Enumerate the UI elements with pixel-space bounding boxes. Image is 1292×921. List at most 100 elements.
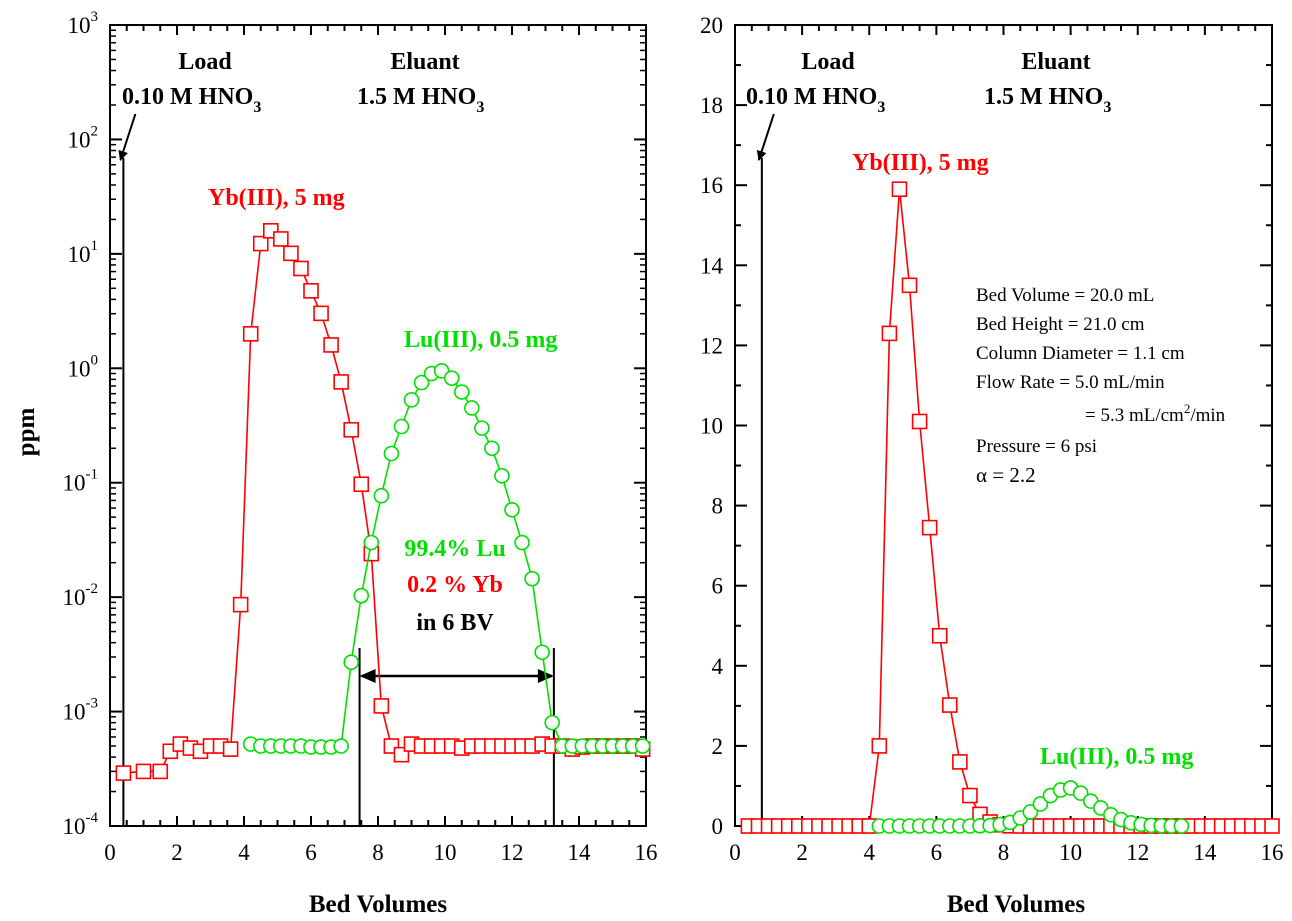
left-lu-point — [363, 534, 380, 551]
left-lu-point — [403, 392, 420, 408]
right-yb-point — [871, 738, 888, 754]
left-x-tick-label: 8 — [372, 840, 384, 865]
left-y-tick-label: 10-4 — [63, 810, 99, 839]
left-lu-point — [343, 654, 360, 671]
left-lu-point — [453, 384, 470, 400]
right-y-tick-label: 2 — [712, 734, 724, 759]
left-lu-point — [494, 467, 510, 484]
left-y-tick-label: 101 — [68, 238, 99, 267]
left-yb-point — [135, 763, 152, 780]
left-yb-point — [222, 741, 239, 757]
left-lu-point — [373, 487, 390, 504]
right-yb-point — [911, 413, 928, 430]
left-yb-point — [273, 231, 289, 247]
left-yb-point — [373, 698, 390, 714]
right-load-title: Load — [801, 49, 855, 75]
left-lu-point — [393, 418, 410, 435]
left-yb-point — [115, 765, 132, 781]
left-load-sub: 3 — [253, 99, 261, 116]
right-eluant-title: Eluant — [1021, 49, 1090, 75]
left-y-tick-label: 103 — [68, 9, 99, 38]
right-eluant-conc: 1.5 M HNO3 — [984, 84, 1111, 116]
left-x-tick-label: 10 — [434, 840, 457, 865]
left-x-tick-label: 4 — [238, 840, 250, 865]
left-y-tick-label: 100 — [68, 352, 99, 381]
left-series — [115, 223, 651, 781]
left-lu-point — [544, 714, 561, 731]
left-x-tick-label: 14 — [568, 840, 592, 865]
right-lu-point — [1072, 785, 1089, 801]
right-y-tick-label: 16 — [700, 173, 723, 198]
right-x-tick-label: 14 — [1193, 840, 1217, 865]
right-y-tick-label: 20 — [700, 13, 723, 38]
right-yb-point — [962, 787, 978, 804]
right-yb-point — [881, 325, 898, 342]
right-lu-point — [1032, 796, 1049, 812]
right-yb-point — [891, 181, 908, 198]
right-yb-point — [941, 697, 958, 713]
right-eluant-sub: 3 — [1103, 99, 1111, 116]
right-x-tick-label: 0 — [729, 840, 741, 865]
left-yb-point — [313, 305, 329, 322]
left-lu-point — [413, 374, 430, 391]
info-flow-rate: Flow Rate = 5.0 mL/min — [976, 372, 1165, 393]
info-column-diameter: Column Diameter = 1.1 cm — [976, 343, 1185, 364]
right-x-tick-label: 12 — [1126, 840, 1149, 865]
right-y-tick-label: 8 — [712, 494, 724, 519]
left-x-tick-label: 2 — [171, 840, 183, 865]
right-y-tick-label: 18 — [700, 93, 723, 118]
right-y-tick-label: 0 — [712, 814, 724, 839]
left-yb-point — [232, 596, 249, 613]
left-yb-point — [242, 326, 259, 342]
right-x-tick-label: 4 — [864, 840, 876, 865]
left-y-tick-label: 10-3 — [63, 696, 99, 725]
info-bed-height: Bed Height = 21.0 cm — [976, 314, 1145, 335]
left-yb-point — [353, 476, 370, 493]
info-flow-rate-tail: /min — [1190, 405, 1225, 426]
right-x-tick-label: 10 — [1059, 840, 1082, 865]
right-lu-point — [1022, 804, 1039, 820]
info-flow-rate-sup: 2 — [1184, 401, 1191, 416]
left-axes: 0 2 4 6 8 10 12 14 16 10-4 10-3 10-2 10-1 100 101 102 10… — [63, 9, 658, 865]
left-x-tick-label: 12 — [501, 840, 524, 865]
left-load-conc: 0.10 M HNO3 — [122, 84, 261, 116]
left-lu-point — [514, 534, 530, 551]
left-in-bv: in 6 BV — [416, 610, 494, 636]
right-x-tick-label: 8 — [998, 840, 1010, 865]
left-yb-point — [343, 422, 360, 438]
right-y-tick-label: 4 — [712, 654, 724, 679]
left-lu-point — [383, 445, 400, 462]
info-flow-rate-area: = 5.3 mL/cm2/min — [1085, 401, 1226, 426]
left-lu-point — [463, 400, 480, 416]
right-x-tick-label: 6 — [931, 840, 943, 865]
right-x-tick-label: 16 — [1261, 840, 1284, 865]
left-x-tick-label: 0 — [104, 840, 116, 865]
left-lu-point — [484, 440, 500, 457]
left-lu-point — [504, 501, 520, 518]
left-lu-point — [443, 370, 460, 386]
left-eluant-sub: 3 — [476, 99, 484, 116]
right-yb-point — [921, 519, 938, 536]
left-yb-point — [293, 260, 309, 277]
left-load-arrow — [118, 113, 137, 161]
right-load-arrow — [756, 113, 775, 161]
left-x-tick-label: 16 — [635, 840, 658, 865]
right-yb-point — [1264, 818, 1280, 834]
right-y-tick-label: 6 — [712, 574, 724, 599]
left-yb-point — [283, 245, 299, 262]
left-load-title: Load — [178, 49, 232, 75]
left-lu-point — [634, 738, 651, 754]
right-load-conc: 0.10 M HNO3 — [746, 84, 885, 116]
right-yb-label: Yb(III), 5 mg — [852, 150, 989, 176]
right-y-tick-label: 10 — [700, 414, 723, 439]
left-lu-point — [333, 738, 349, 754]
left-eluant-title: Eluant — [390, 49, 459, 75]
right-y-tick-label: 12 — [700, 333, 723, 358]
left-lu-point — [524, 570, 540, 587]
info-bed-volume: Bed Volume = 20.0 mL — [976, 285, 1154, 306]
right-y-tick-label: 14 — [700, 253, 724, 278]
left-yb-pct: 0.2 % Yb — [407, 572, 503, 598]
left-yb-label: Yb(III), 5 mg — [208, 185, 345, 211]
left-yb-point — [303, 283, 319, 299]
